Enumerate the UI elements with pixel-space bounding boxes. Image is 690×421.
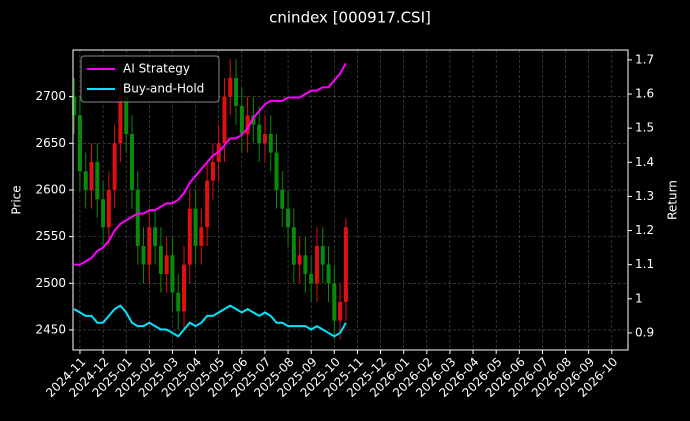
y2-tick-label: 1.2	[635, 223, 654, 237]
y-tick-label: 2700	[35, 89, 66, 103]
candle-body	[286, 208, 291, 228]
candle-body	[106, 189, 111, 228]
candle-body	[234, 77, 239, 106]
candle-body	[280, 189, 285, 209]
legend-label: Buy-and-Hold	[123, 82, 204, 96]
candle-body	[129, 133, 134, 190]
candle-body	[193, 208, 198, 246]
y-tick-label: 2600	[35, 182, 66, 196]
y2-tick-label: 1.5	[635, 121, 654, 135]
y-tick-label: 2450	[35, 322, 66, 336]
candle-body	[187, 208, 192, 265]
candle-body	[222, 96, 227, 144]
y2-tick-label: 1.6	[635, 87, 654, 101]
candle-body	[332, 283, 337, 321]
y-tick-label: 2550	[35, 229, 66, 243]
candle-body	[182, 264, 186, 312]
candle-body	[118, 96, 123, 144]
candle-body	[274, 152, 279, 190]
candle-body	[83, 171, 88, 190]
candle-body	[245, 115, 250, 134]
candle-body	[228, 77, 233, 97]
candle-body	[124, 96, 129, 134]
candle-body	[89, 161, 94, 190]
y2-tick-label: 1.3	[635, 189, 654, 203]
y-tick-label: 2650	[35, 136, 66, 150]
candle-body	[326, 264, 331, 284]
candle-body	[314, 245, 319, 284]
candle-body	[309, 273, 314, 284]
legend-label: AI Strategy	[123, 62, 190, 76]
candle-body	[262, 133, 267, 144]
candle-body	[101, 199, 106, 228]
candle-body	[320, 245, 325, 265]
legend-box	[80, 55, 220, 103]
candle-body	[303, 255, 308, 274]
candle-body	[77, 115, 82, 172]
chart-title: cnindex [000917.CSI]	[269, 9, 431, 27]
candle-body	[176, 292, 181, 312]
series-line	[73, 304, 347, 338]
y2-tick-label: 0.9	[635, 325, 654, 339]
plot-frame	[72, 49, 629, 351]
candle-body	[338, 301, 343, 321]
candle-body	[153, 227, 158, 246]
candle-body	[112, 143, 117, 190]
candle-body	[199, 227, 204, 246]
y2-axis-label: Return	[666, 180, 680, 220]
candle-body	[239, 105, 244, 134]
y2-tick-label: 1	[635, 291, 643, 305]
candle-body	[158, 245, 163, 274]
candle-body	[164, 255, 169, 274]
candle-body	[297, 255, 302, 265]
candle-body	[141, 245, 146, 265]
candle-body	[343, 227, 348, 302]
candle-body	[95, 161, 100, 200]
candle-body	[268, 133, 273, 153]
y2-tick-label: 1.4	[635, 155, 654, 169]
candle-body	[72, 96, 77, 116]
candle-body	[205, 180, 210, 228]
candle-body	[257, 124, 262, 144]
y2-tick-label: 1.7	[635, 52, 654, 66]
candle-body	[291, 227, 296, 265]
y2-tick-label: 1.1	[635, 257, 654, 271]
y-tick-label: 2500	[35, 276, 66, 290]
series-line	[74, 62, 347, 266]
y-axis-label: Price	[10, 185, 24, 214]
candle-body	[170, 255, 175, 293]
candle-body	[147, 227, 152, 265]
candle-body	[135, 189, 140, 246]
candle-body	[210, 161, 215, 181]
candle-body	[251, 115, 256, 125]
